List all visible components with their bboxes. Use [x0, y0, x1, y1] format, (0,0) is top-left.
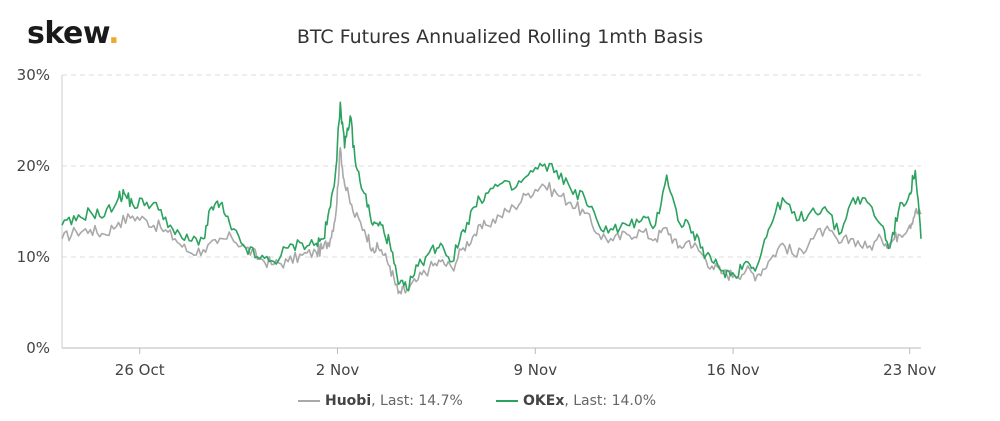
y-tick-label: 10% — [17, 248, 50, 266]
axes: 0% 10% 20% 30% 26 Oct 2 Nov 9 Nov 16 Nov 23 Nov — [17, 66, 937, 379]
legend-swatch-huobi — [298, 400, 320, 402]
x-tick-label: 26 Oct — [115, 361, 165, 379]
gridlines — [62, 74, 921, 258]
logo-dot: . — [108, 16, 120, 51]
series-line-huobi — [61, 147, 922, 295]
legend-item-huobi[interactable]: Huobi, Last: 14.7% — [298, 393, 463, 409]
x-tick-label: 16 Nov — [707, 361, 760, 379]
legend-last-huobi: , Last: 14.7% — [371, 393, 463, 409]
legend: Huobi, Last: 14.7% OKEx, Last: 14.0% — [0, 393, 1000, 415]
chart-title: BTC Futures Annualized Rolling 1mth Basi… — [296, 26, 704, 48]
legend-label-huobi: Huobi — [325, 393, 372, 409]
y-tick-label: 0% — [26, 339, 50, 357]
y-tick-label: 30% — [17, 66, 50, 84]
y-tick-label: 20% — [17, 157, 50, 175]
legend-item-okex[interactable]: OKEx, Last: 14.0% — [496, 393, 656, 409]
legend-last-okex: , Last: 14.0% — [564, 393, 657, 409]
series-lines — [61, 101, 922, 295]
x-tick-label: 23 Nov — [883, 361, 936, 379]
logo-text: skew — [27, 16, 109, 51]
x-tick-label: 9 Nov — [514, 361, 558, 379]
legend-label-okex: OKEx — [523, 393, 565, 409]
series-line-okex — [61, 101, 922, 292]
skew-logo: skew. — [27, 16, 120, 51]
legend-swatch-okex — [496, 400, 518, 402]
x-tick-label: 2 Nov — [316, 361, 360, 379]
